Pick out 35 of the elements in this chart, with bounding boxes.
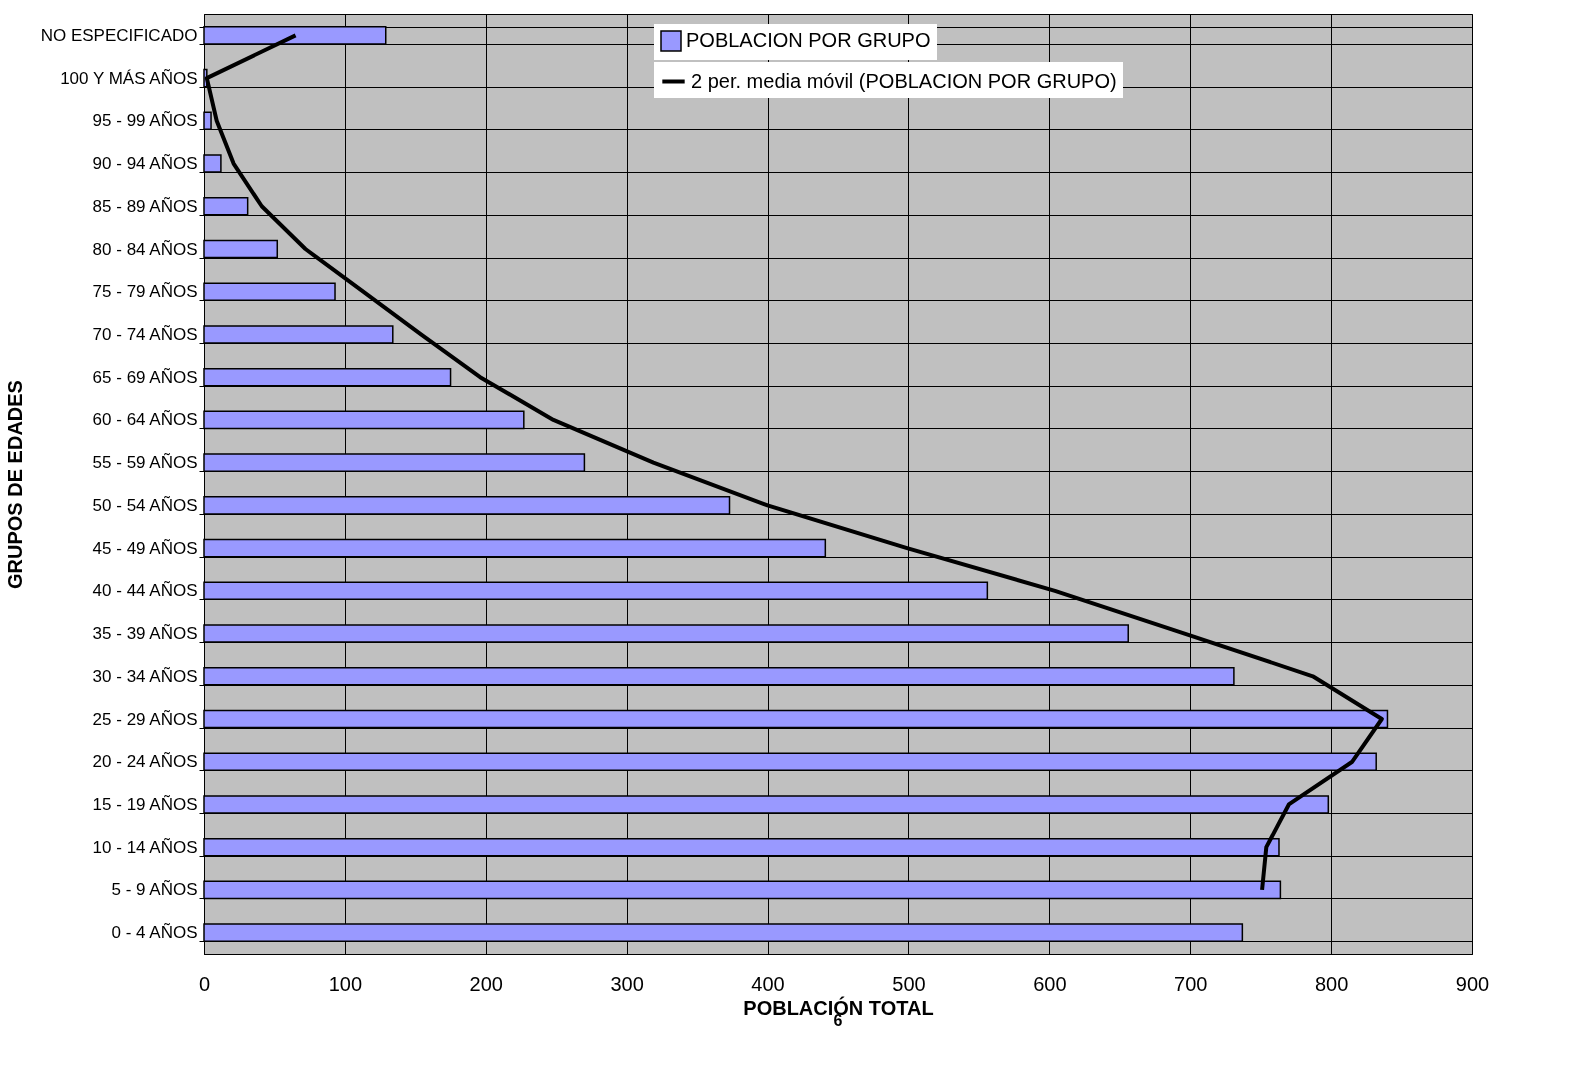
- y-tick-label: 75 - 79 AÑOS: [92, 282, 198, 302]
- y-tick-label: 85 - 89 AÑOS: [92, 196, 198, 216]
- legend-label: POBLACION POR GRUPO: [686, 29, 931, 51]
- y-tick-label: 25 - 29 AÑOS: [92, 709, 198, 729]
- y-tick-label: 55 - 59 AÑOS: [92, 453, 198, 473]
- x-tick-label: 300: [610, 972, 644, 995]
- x-tick-label: 600: [1033, 972, 1067, 995]
- y-tick-label: 50 - 54 AÑOS: [92, 495, 198, 515]
- x-tick-label: 800: [1314, 972, 1349, 995]
- y-tick-label: 40 - 44 AÑOS: [92, 581, 198, 601]
- y-tick-label: 95 - 99 AÑOS: [92, 111, 198, 131]
- y-tick-label: 20 - 24 AÑOS: [92, 752, 198, 772]
- y-tick-label: 0 - 4 AÑOS: [111, 923, 198, 943]
- y-tick-label: 30 - 34 AÑOS: [92, 666, 198, 686]
- x-tick-label: 500: [892, 972, 926, 995]
- y-tick-label: 90 - 94 AÑOS: [92, 154, 198, 174]
- y-tick-label: 100 Y MÁS AÑOS: [60, 68, 198, 88]
- y-tick-label: 15 - 19 AÑOS: [92, 794, 198, 814]
- y-tick-label: 35 - 39 AÑOS: [92, 624, 198, 644]
- y-tick-label: 10 - 14 AÑOS: [92, 837, 198, 857]
- y-tick-label: 65 - 69 AÑOS: [92, 367, 198, 387]
- y-tick-label: 5 - 9 AÑOS: [111, 880, 198, 900]
- x-tick-label: 0: [198, 972, 211, 995]
- y-tick-label: NO ESPECIFICADO: [40, 25, 198, 45]
- x-tick-label: 100: [328, 972, 363, 995]
- y-tick-label: 45 - 49 AÑOS: [92, 538, 198, 558]
- x-tick-label: 200: [469, 972, 503, 995]
- y-tick-label: 70 - 74 AÑOS: [92, 324, 198, 344]
- x-tick-label: 900: [1455, 972, 1490, 995]
- y-axis-title: GRUPOS DE EDADES: [3, 380, 26, 589]
- y-tick-label: 80 - 84 AÑOS: [92, 239, 198, 259]
- y-tick-label: 60 - 64 AÑOS: [92, 410, 198, 430]
- x-tick-label: 700: [1174, 972, 1208, 995]
- x-tick-label: 400: [751, 972, 785, 995]
- legend-label: 2 per. media móvil (POBLACION POR GRUPO): [691, 69, 1117, 92]
